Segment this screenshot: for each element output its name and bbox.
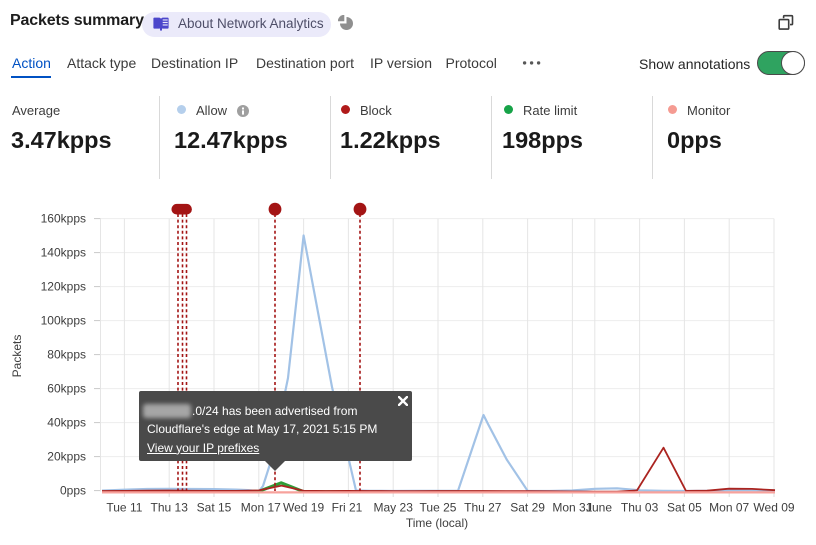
- svg-text:80kpps: 80kpps: [47, 348, 86, 362]
- svg-text:60kpps: 60kpps: [47, 382, 86, 396]
- svg-text:40kpps: 40kpps: [47, 416, 86, 430]
- svg-text:June: June: [586, 501, 612, 515]
- svg-text:Mon 31: Mon 31: [552, 501, 592, 515]
- svg-text:0pps: 0pps: [60, 484, 86, 498]
- svg-text:140kpps: 140kpps: [41, 246, 86, 260]
- svg-text:160kpps: 160kpps: [41, 212, 86, 226]
- svg-text:May 23: May 23: [374, 501, 414, 515]
- svg-text:Packets: Packets: [10, 335, 24, 378]
- svg-text:Time (local): Time (local): [406, 516, 468, 530]
- svg-text:Thu 13: Thu 13: [151, 501, 189, 515]
- svg-text:Mon 07: Mon 07: [709, 501, 749, 515]
- svg-text:Wed 09: Wed 09: [753, 501, 794, 515]
- svg-text:Thu 27: Thu 27: [464, 501, 502, 515]
- svg-text:100kpps: 100kpps: [41, 314, 86, 328]
- svg-text:Thu 03: Thu 03: [621, 501, 659, 515]
- svg-text:Sat 15: Sat 15: [197, 501, 232, 515]
- svg-text:Tue 25: Tue 25: [420, 501, 457, 515]
- svg-text:Tue 11: Tue 11: [106, 501, 142, 515]
- svg-text:Sat 29: Sat 29: [510, 501, 545, 515]
- svg-text:Wed 19: Wed 19: [283, 501, 324, 515]
- svg-text:Sat 05: Sat 05: [667, 501, 702, 515]
- svg-text:Fri 21: Fri 21: [332, 501, 363, 515]
- svg-text:Mon 17: Mon 17: [241, 501, 281, 515]
- svg-text:120kpps: 120kpps: [41, 280, 86, 294]
- svg-text:20kpps: 20kpps: [47, 450, 86, 464]
